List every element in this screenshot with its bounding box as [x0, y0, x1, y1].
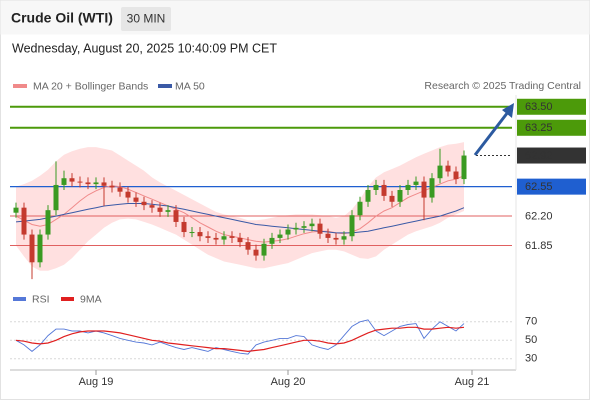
candle-body: [269, 237, 275, 244]
interval-badge: [121, 7, 171, 31]
chart-title: Crude Oil (WTI): [11, 10, 113, 26]
legend-label: 9MA: [80, 293, 102, 305]
candle-body: [21, 207, 27, 235]
legend-swatch: [13, 297, 26, 301]
candle-body: [29, 234, 35, 263]
level-label-box: [517, 178, 586, 195]
candle-body: [253, 249, 259, 256]
candle-body: [133, 197, 139, 202]
candle-body: [413, 181, 419, 185]
candle-body: [125, 191, 131, 198]
x-tick-label: Aug 20: [271, 376, 306, 388]
candle-body: [381, 184, 387, 196]
line: [15, 326, 465, 353]
candle-body: [189, 232, 195, 234]
plot: 63.50 63.25 62.92 62.55 62.20 61.85 Aug 19 Aug …: [10, 80, 586, 388]
candle-body: [365, 190, 371, 202]
candle-body: [445, 165, 451, 172]
legend-swatch: [13, 84, 27, 88]
y-tick-label: 50: [525, 334, 537, 346]
candle-body: [93, 182, 99, 185]
level-label-box: [517, 147, 586, 164]
line: [15, 319, 465, 355]
level-label: 62.92: [525, 150, 553, 162]
candle-body: [229, 236, 235, 238]
level-label: 62.55: [525, 181, 553, 193]
legend-label: MA 50: [175, 80, 205, 92]
level-label-box: [517, 119, 586, 136]
candle-body: [277, 234, 283, 238]
candle-body: [221, 236, 227, 240]
candle-body: [453, 171, 459, 180]
candle-body: [301, 226, 307, 228]
candle-body: [373, 184, 379, 190]
candle-body: [349, 215, 355, 237]
candle-body: [141, 201, 147, 206]
candle-body: [293, 227, 299, 230]
candle-body: [157, 207, 163, 212]
candle-body: [437, 165, 443, 179]
candle-body: [165, 210, 171, 212]
y-tick-label: 70: [525, 316, 537, 328]
candle-body: [109, 185, 115, 188]
legend-label: MA 20 + Bollinger Bands: [33, 80, 148, 92]
candle-body: [245, 242, 251, 250]
level-label: 61.85: [525, 240, 553, 252]
candle-body: [53, 184, 59, 211]
forecast-arrow: [473, 111, 510, 156]
candle-body: [45, 210, 51, 235]
level-label: 63.50: [525, 101, 553, 113]
legend-swatch: [158, 84, 172, 88]
candle-body: [421, 181, 427, 198]
candle-body: [173, 210, 179, 222]
legend-swatch: [61, 297, 74, 301]
candle-body: [181, 221, 187, 233]
candle-body: [205, 236, 211, 238]
candle-body: [333, 237, 339, 240]
candle-body: [389, 195, 395, 202]
level-label: 63.25: [525, 122, 553, 134]
candle-body: [341, 236, 347, 240]
subtitle: Wednesday, August 20, 2025 10:40:09 PM C…: [12, 41, 277, 55]
candle-body: [397, 190, 403, 202]
candle-body: [37, 234, 43, 263]
level-label: 62.20: [525, 210, 553, 222]
candle-body: [261, 243, 267, 256]
candle-body: [213, 237, 219, 240]
forecast-arrowhead: [502, 103, 514, 118]
x-tick-label: Aug 21: [455, 376, 490, 388]
candle-body: [285, 229, 291, 235]
candle-body: [69, 178, 75, 182]
candle-body: [317, 223, 323, 234]
x-tick-label: Aug 19: [79, 376, 114, 388]
y-tick-label: 30: [525, 353, 537, 365]
level-label-box: [517, 98, 586, 115]
candle-body: [309, 223, 315, 227]
candle-body: [197, 232, 203, 237]
candle-body: [13, 207, 19, 213]
candle-body: [237, 237, 243, 243]
candle-body: [405, 184, 411, 190]
indicator-line: [15, 203, 465, 234]
candle-body: [325, 233, 331, 238]
candle-body: [461, 155, 467, 180]
source: Research © 2025 Trading Central: [424, 80, 581, 92]
legend-label: RSI: [32, 293, 50, 305]
candle-body: [357, 201, 363, 216]
interval: 30 MIN: [127, 12, 166, 26]
candle-body: [77, 181, 83, 183]
candle-body: [149, 205, 155, 208]
header-bar: [0, 0, 590, 35]
candle-body: [101, 182, 107, 186]
candle-body: [61, 178, 67, 185]
candle-body: [85, 182, 91, 185]
candle-body: [429, 178, 435, 198]
candle-body: [117, 187, 123, 192]
